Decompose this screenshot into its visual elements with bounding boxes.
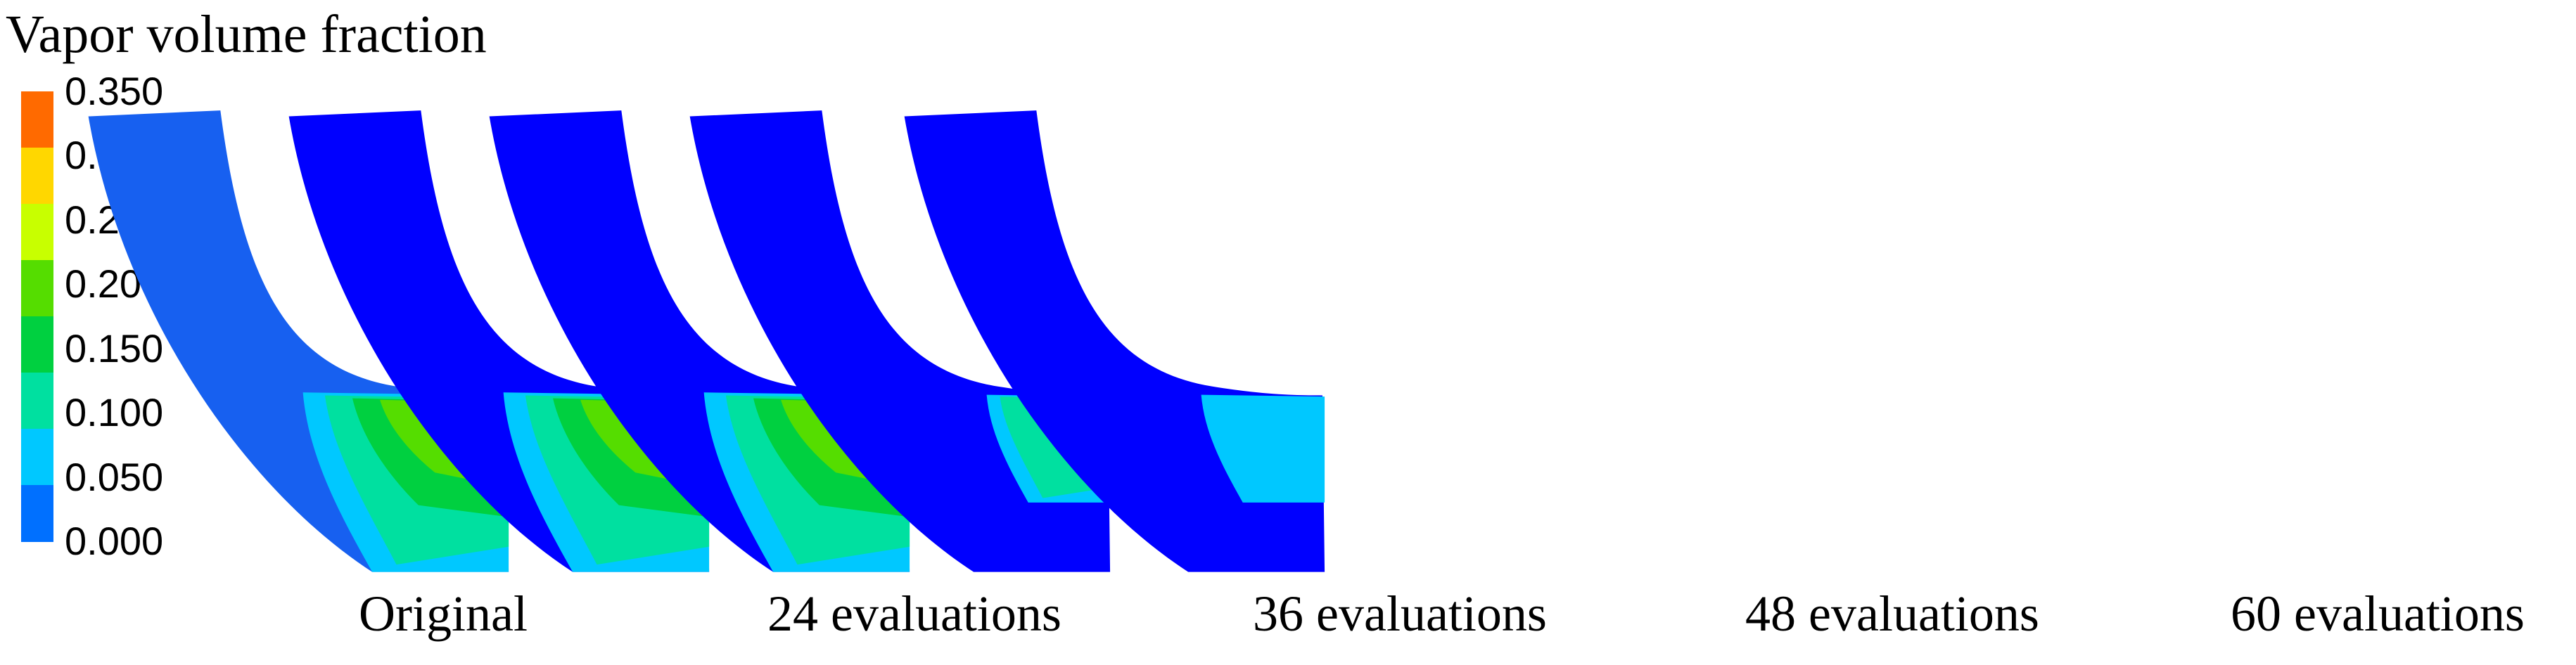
panel-caption: 24 evaluations [767,586,1061,642]
colorbar-segment [21,485,53,542]
colorbar-tick-label: 0.100 [65,390,164,435]
blade-surface [904,110,1325,572]
panel-caption: 60 evaluations [2231,586,2525,642]
colorbar-segment [21,148,53,205]
panel-caption: 48 evaluations [1745,586,2039,642]
colorbar-segment [21,260,53,317]
blade-contour-panel [904,110,1325,572]
colorbar-segment [21,316,53,373]
colorbar-segment [21,91,53,148]
vapor-contour-band [1201,394,1325,503]
legend-title: Vapor volume fraction [6,5,487,64]
colorbar [21,91,53,542]
panel-caption: 36 evaluations [1253,586,1547,642]
colorbar-segment [21,373,53,430]
colorbar-tick-label: 0.000 [65,519,164,563]
colorbar-tick-label: 0.350 [65,69,164,113]
panel-caption: Original [359,586,528,642]
colorbar-tick-label: 0.050 [65,454,164,499]
colorbar-segment [21,429,53,486]
colorbar-segment [21,204,53,261]
colorbar-tick-label: 0.150 [65,325,164,370]
